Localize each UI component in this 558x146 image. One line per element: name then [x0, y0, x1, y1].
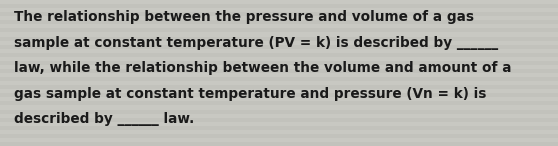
- Bar: [0, 118, 558, 122]
- Bar: [0, 110, 558, 114]
- Bar: [0, 45, 558, 49]
- Bar: [0, 4, 558, 8]
- Bar: [0, 126, 558, 130]
- Bar: [0, 36, 558, 41]
- Bar: [0, 69, 558, 73]
- Bar: [0, 142, 558, 146]
- Text: The relationship between the pressure and volume of a gas: The relationship between the pressure an…: [14, 10, 474, 24]
- Bar: [0, 20, 558, 24]
- Bar: [0, 53, 558, 57]
- Bar: [0, 85, 558, 89]
- Bar: [0, 61, 558, 65]
- Bar: [0, 12, 558, 16]
- Text: gas sample at constant temperature and pressure (Vn = k) is: gas sample at constant temperature and p…: [14, 87, 487, 101]
- Text: sample at constant temperature (PV = k) is described by ______: sample at constant temperature (PV = k) …: [14, 36, 498, 50]
- Bar: [0, 28, 558, 32]
- Bar: [0, 101, 558, 105]
- Bar: [0, 77, 558, 81]
- Text: described by ______ law.: described by ______ law.: [14, 112, 194, 126]
- Bar: [0, 93, 558, 97]
- Text: law, while the relationship between the volume and amount of a: law, while the relationship between the …: [14, 61, 512, 75]
- Bar: [0, 134, 558, 138]
